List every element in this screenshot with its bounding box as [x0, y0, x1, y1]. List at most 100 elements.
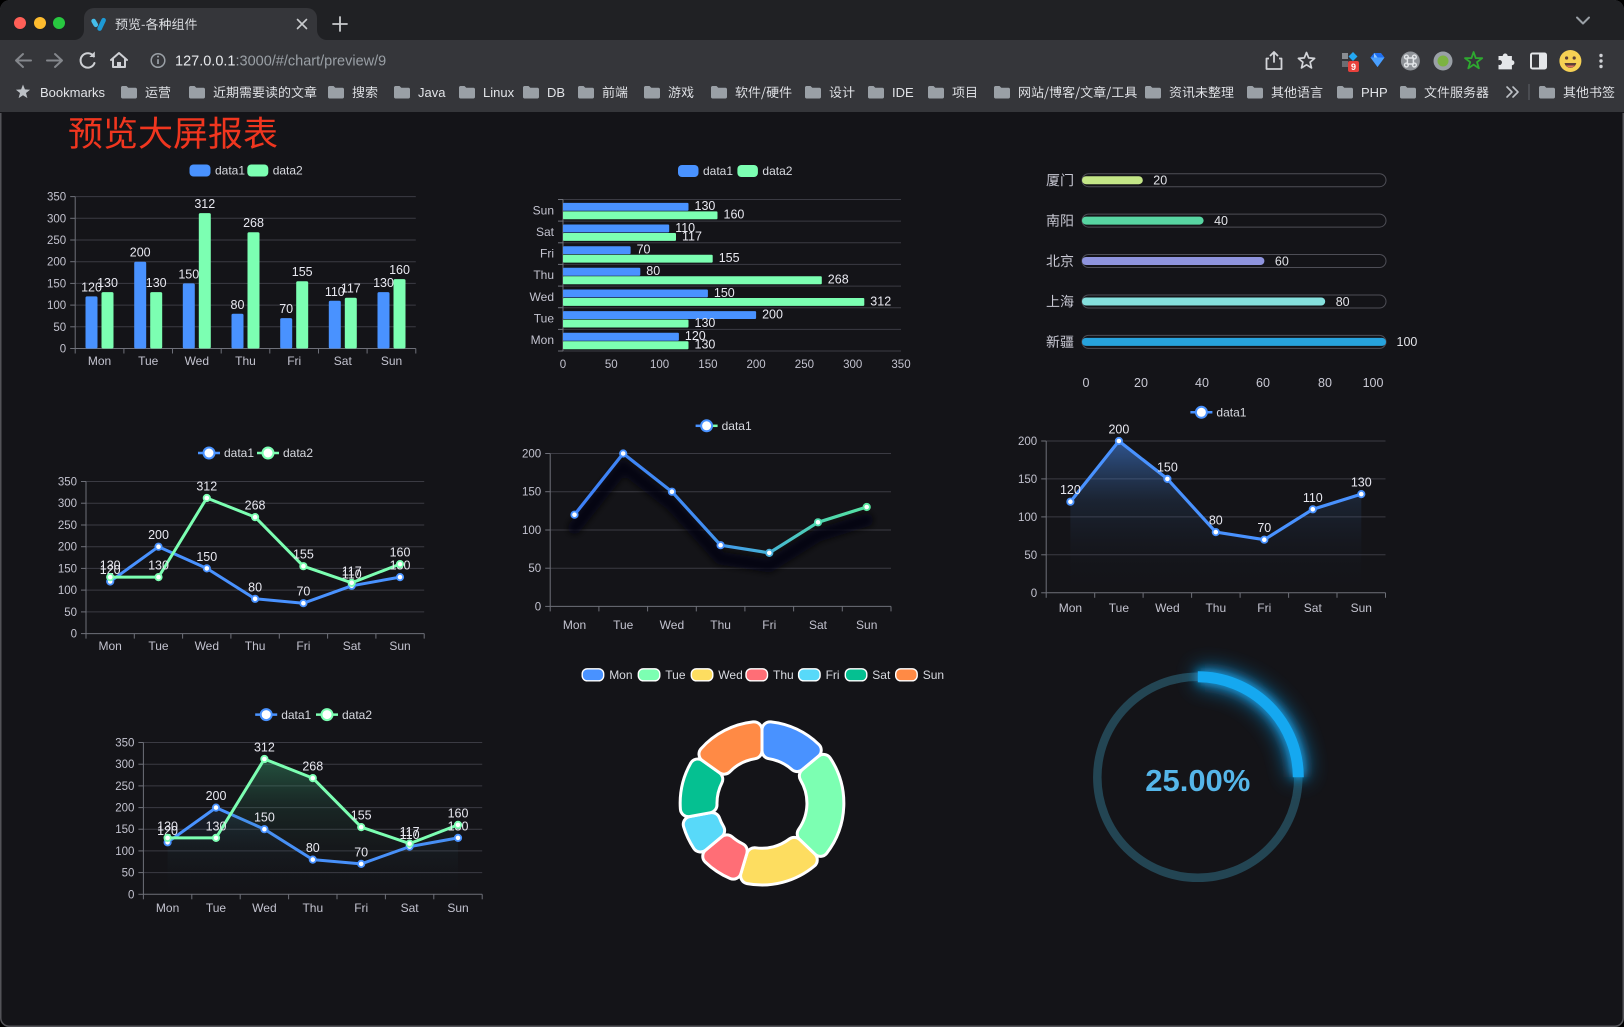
svg-text:Sat: Sat: [872, 668, 891, 682]
svg-text:200: 200: [747, 359, 766, 371]
svg-text:Thu: Thu: [302, 901, 323, 915]
svg-text:Sat: Sat: [536, 225, 555, 239]
svg-text:Mon: Mon: [99, 639, 122, 653]
svg-text:200: 200: [47, 257, 66, 269]
svg-text:50: 50: [64, 607, 77, 619]
svg-text:70: 70: [1257, 521, 1271, 535]
svg-text:110: 110: [342, 567, 362, 581]
svg-text:50: 50: [53, 322, 66, 334]
svg-text:60: 60: [1256, 376, 1270, 390]
svg-text:120: 120: [157, 824, 178, 838]
svg-text:312: 312: [196, 480, 217, 494]
svg-text:20: 20: [1134, 376, 1148, 390]
svg-text:250: 250: [47, 235, 66, 247]
svg-text:200: 200: [115, 803, 134, 815]
svg-text:300: 300: [58, 498, 77, 510]
svg-text:150: 150: [178, 267, 199, 281]
svg-text:data1: data1: [281, 708, 311, 722]
svg-text:100: 100: [522, 525, 541, 537]
svg-text:60: 60: [1275, 254, 1289, 268]
svg-text:160: 160: [724, 208, 745, 222]
svg-text:100: 100: [47, 300, 66, 312]
svg-text:Java: Java: [418, 85, 446, 100]
svg-text:data2: data2: [342, 708, 372, 722]
svg-text:Wed: Wed: [718, 668, 742, 682]
svg-text:Thu: Thu: [245, 639, 266, 653]
svg-text:250: 250: [115, 781, 134, 793]
svg-text:Sun: Sun: [389, 639, 410, 653]
svg-text:160: 160: [448, 806, 469, 820]
svg-text:Mon: Mon: [531, 333, 554, 347]
svg-text:40: 40: [1195, 376, 1209, 390]
svg-text:70: 70: [296, 585, 310, 599]
svg-text:150: 150: [196, 550, 217, 564]
svg-text:Tue: Tue: [534, 312, 555, 326]
svg-text:127.0.0.1:3000/#/chart/preview: 127.0.0.1:3000/#/chart/preview/9: [175, 54, 386, 70]
svg-text:80: 80: [1318, 376, 1332, 390]
svg-text:80: 80: [231, 298, 245, 312]
svg-text:data1: data1: [703, 164, 733, 178]
svg-text:300: 300: [47, 213, 66, 225]
svg-text:data1: data1: [722, 419, 752, 433]
svg-text:Mon: Mon: [609, 668, 632, 682]
svg-text:120: 120: [685, 329, 706, 343]
svg-text:350: 350: [47, 192, 66, 204]
svg-text:100: 100: [1397, 335, 1418, 349]
svg-text:268: 268: [243, 216, 264, 230]
svg-text:130: 130: [1351, 476, 1372, 490]
svg-text:80: 80: [248, 580, 262, 594]
svg-text:Thu: Thu: [533, 268, 554, 282]
svg-text:0: 0: [1083, 376, 1090, 390]
svg-text:0: 0: [535, 601, 541, 613]
svg-text:150: 150: [254, 811, 275, 825]
svg-text:155: 155: [293, 548, 314, 562]
svg-text:150: 150: [1018, 474, 1037, 486]
svg-text:130: 130: [695, 338, 716, 352]
svg-text:Wed: Wed: [185, 354, 209, 368]
svg-text:80: 80: [646, 264, 660, 278]
svg-text:268: 268: [302, 760, 323, 774]
svg-text:100: 100: [1363, 376, 1384, 390]
svg-text:200: 200: [58, 542, 77, 554]
svg-text:160: 160: [390, 546, 411, 560]
svg-text:130: 130: [148, 559, 169, 573]
svg-text:Tue: Tue: [1109, 601, 1130, 615]
svg-text:312: 312: [254, 741, 275, 755]
svg-text:120: 120: [1060, 483, 1081, 497]
svg-text:Sun: Sun: [1351, 601, 1372, 615]
svg-text:110: 110: [325, 285, 345, 299]
svg-text:Sun: Sun: [856, 618, 877, 632]
svg-text:Sat: Sat: [343, 639, 362, 653]
svg-text:200: 200: [148, 528, 169, 542]
svg-text:Thu: Thu: [1205, 601, 1226, 615]
svg-text:Mon: Mon: [88, 354, 111, 368]
svg-text:Fri: Fri: [540, 247, 554, 261]
svg-text:80: 80: [1336, 295, 1350, 309]
svg-text:Thu: Thu: [235, 354, 256, 368]
svg-text:130: 130: [695, 199, 716, 213]
svg-text:data1: data1: [224, 446, 254, 460]
svg-text:Wed: Wed: [1155, 601, 1179, 615]
svg-text:Sat: Sat: [1304, 601, 1323, 615]
svg-text:0: 0: [128, 889, 134, 901]
svg-text:Sat: Sat: [809, 618, 828, 632]
svg-text:110: 110: [675, 221, 695, 235]
svg-text:Sat: Sat: [401, 901, 420, 915]
svg-text:150: 150: [714, 286, 735, 300]
svg-text:0: 0: [60, 344, 66, 356]
svg-text:150: 150: [698, 359, 717, 371]
svg-text:50: 50: [605, 359, 618, 371]
svg-text:200: 200: [762, 307, 783, 321]
svg-text:150: 150: [58, 563, 77, 575]
svg-text:200: 200: [1018, 436, 1037, 448]
svg-text:130: 130: [206, 819, 227, 833]
svg-text:350: 350: [115, 738, 134, 750]
svg-text:Sun: Sun: [533, 203, 554, 217]
svg-text:Bookmarks: Bookmarks: [40, 85, 106, 100]
svg-text:150: 150: [47, 278, 66, 290]
svg-text:70: 70: [354, 845, 368, 859]
svg-text:DB: DB: [547, 85, 565, 100]
svg-text:200: 200: [1108, 423, 1129, 437]
svg-text:160: 160: [389, 263, 410, 277]
svg-text:150: 150: [115, 824, 134, 836]
